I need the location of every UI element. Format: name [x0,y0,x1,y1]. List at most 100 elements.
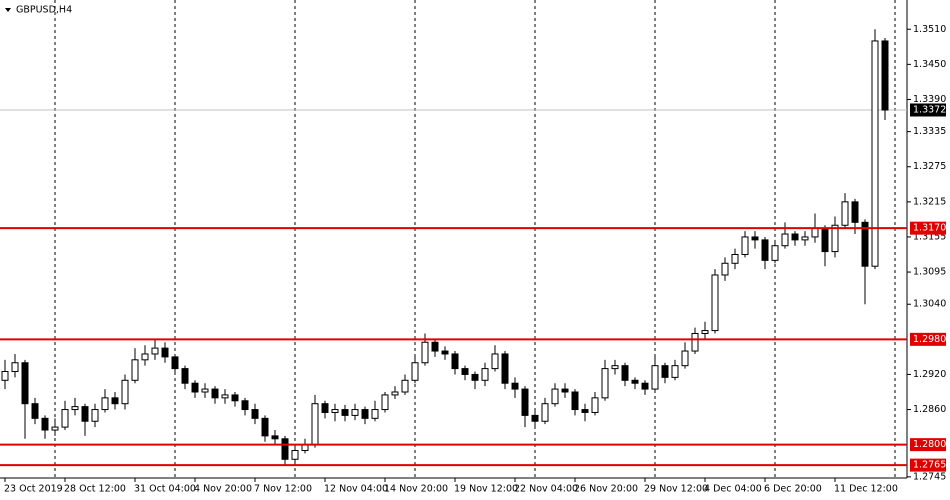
candle-body [181,368,189,384]
candle-body [431,341,439,352]
candle-body [741,236,749,256]
candle-body [781,233,789,247]
candle-body [541,403,549,422]
candle-body [651,365,659,390]
candle-body [851,201,859,223]
candle-body [551,388,559,405]
candle-body [731,254,739,264]
candle-body [561,388,569,393]
candle-body [241,400,249,411]
candle-body [751,236,759,241]
candle-body [661,365,669,378]
x-tick-label: 26 Nov 20:00 [574,484,638,495]
candle-body [121,379,129,405]
candle-body [341,409,349,416]
candle-body [841,201,849,226]
x-tick-label: 31 Oct 04:00 [134,484,196,495]
candle-body [61,409,69,428]
candle-body [621,365,629,381]
candle-body [1,371,9,381]
candle-body [211,388,219,399]
y-tick-label: 1.3040 [913,299,946,310]
last-price-box [910,103,946,117]
x-tick-label: 22 Nov 04:00 [514,484,578,495]
candle-body [91,409,99,422]
candle-body [771,245,779,261]
candle-body [191,382,199,393]
candle-body [601,368,609,399]
candle-body [481,368,489,381]
candle-body [51,426,59,431]
candle-body [381,394,389,411]
level-label: 1.2765 [913,460,946,471]
candle-body [521,388,529,416]
candle-body [71,406,79,411]
candle-body [401,379,409,393]
y-tick-label: 1.2860 [913,404,946,415]
candle-body [811,227,819,238]
y-tick-label: 1.3450 [913,59,946,70]
candle-body [111,397,119,405]
level-label: 1.3170 [913,223,946,234]
candle-body [701,330,709,334]
candle-body [271,435,279,440]
candle-body [411,362,419,381]
candle-body [151,347,159,355]
y-tick-label: 1.3155 [913,231,946,242]
candle-body [491,353,499,370]
y-tick-label: 1.3390 [913,94,946,105]
candle-body [871,40,879,267]
menu-triangle [5,8,11,12]
candle-body [361,409,369,419]
x-tick-label: 29 Nov 12:00 [644,484,708,495]
candle-body [251,409,259,419]
candle-body [631,379,639,384]
chart-title: GBPUSD,H4 [16,5,72,16]
candle-body [861,221,869,267]
candle-body [41,417,49,431]
candle-body [351,409,359,416]
candle-body [231,394,239,402]
x-tick-label: 7 Nov 12:00 [254,484,312,495]
candle-body [221,394,229,399]
candle-body [681,350,689,367]
candle-body [801,236,809,241]
candle-body [581,409,589,413]
candle-body [641,382,649,390]
candle-body [591,397,599,413]
x-tick-label: 4 Nov 20:00 [194,484,252,495]
candle-body [501,353,509,384]
candle-body [511,382,519,390]
candle-body [461,368,469,375]
level-label-box [910,221,946,235]
level-label-box [910,438,946,452]
candle-body [831,224,839,253]
candle-body [161,347,169,358]
candle-body [691,332,699,352]
x-tick-label: 11 Dec 12:00 [834,484,898,495]
candle-body [171,356,179,370]
level-label-box [910,332,946,346]
candle-body [131,359,139,381]
level-label-box [910,458,946,472]
candle-body [21,362,29,405]
x-tick-label: 23 Oct 2019 [4,484,63,495]
candle-body [531,414,539,422]
candle-body [881,40,889,111]
y-tick-label: 1.3095 [913,267,946,278]
candle-body [791,233,799,241]
candle-body [291,450,299,460]
x-tick-label: 4 Dec 04:00 [704,484,762,495]
candle-body [441,350,449,355]
candle-body [311,403,319,446]
y-tick-label: 1.3215 [913,196,946,207]
x-tick-label: 28 Oct 12:00 [64,484,126,495]
y-tick-label: 1.3510 [913,24,946,35]
candle-body [321,403,329,413]
x-tick-label: 12 Nov 04:00 [324,484,388,495]
candle-body [611,365,619,370]
x-tick-label: 19 Nov 12:00 [454,484,518,495]
candle-body [101,397,109,411]
y-tick-label: 1.2920 [913,369,946,380]
